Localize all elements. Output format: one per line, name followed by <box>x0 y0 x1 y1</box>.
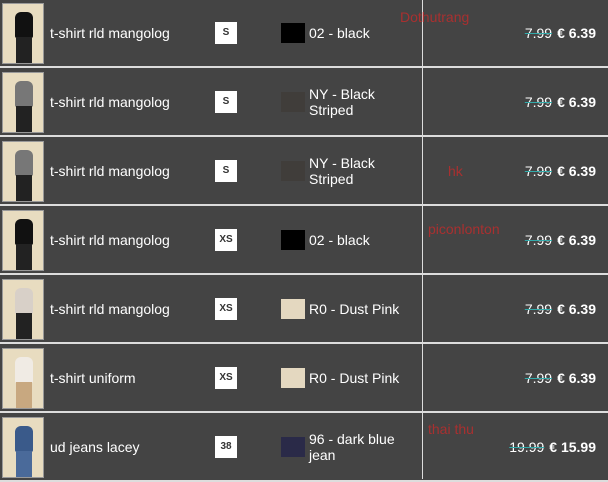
cart-item-row[interactable]: t-shirt rld mangolog S NY - Black Stripe… <box>0 138 608 206</box>
watermark: thai thu <box>428 421 474 437</box>
product-thumbnail[interactable] <box>2 279 44 340</box>
color-swatch <box>281 368 305 388</box>
product-thumbnail[interactable] <box>2 348 44 409</box>
color-label: 02 - black <box>309 25 370 41</box>
product-thumbnail[interactable] <box>2 72 44 133</box>
size-badge: S <box>215 22 237 44</box>
product-thumbnail[interactable] <box>2 210 44 271</box>
color-label: R0 - Dust Pink <box>309 370 400 386</box>
old-price: 7.99 <box>524 94 553 110</box>
product-name[interactable]: t-shirt rld mangolog <box>50 232 170 248</box>
color-label: NY - Black Striped <box>309 155 375 187</box>
product-name[interactable]: t-shirt uniform <box>50 370 136 386</box>
price: 7.99 € 6.39 <box>525 207 596 273</box>
column-divider <box>422 0 423 479</box>
watermark: Dothutrang <box>400 9 470 25</box>
cart-item-row[interactable]: t-shirt rld mangolog S NY - Black Stripe… <box>0 69 608 137</box>
cart-item-row[interactable]: t-shirt rld mangolog XS R0 - Dust Pink 7… <box>0 276 608 344</box>
product-thumbnail[interactable] <box>2 417 44 478</box>
product-name[interactable]: t-shirt rld mangolog <box>50 301 170 317</box>
sale-price: € 6.39 <box>557 163 596 179</box>
size-badge: XS <box>215 367 237 389</box>
product-name[interactable]: t-shirt rld mangolog <box>50 163 170 179</box>
color-swatch <box>281 299 305 319</box>
watermark: hk <box>448 163 463 179</box>
price: 7.99 € 6.39 <box>525 138 596 204</box>
cart-item-row[interactable]: t-shirt uniform XS R0 - Dust Pink 7.99 € … <box>0 345 608 413</box>
product-name[interactable]: t-shirt rld mangolog <box>50 94 170 110</box>
sale-price: € 15.99 <box>549 439 596 455</box>
color-label: R0 - Dust Pink <box>309 301 400 317</box>
old-price: 7.99 <box>524 301 553 317</box>
old-price: 7.99 <box>524 25 553 41</box>
color-swatch <box>281 437 305 457</box>
old-price: 7.99 <box>524 370 553 386</box>
old-price: 7.99 <box>524 163 553 179</box>
price: 19.99 € 15.99 <box>509 414 596 480</box>
product-thumbnail[interactable] <box>2 141 44 202</box>
size-badge: XS <box>215 298 237 320</box>
sale-price: € 6.39 <box>557 25 596 41</box>
price: 7.99 € 6.39 <box>525 69 596 135</box>
price: 7.99 € 6.39 <box>525 276 596 342</box>
product-thumbnail[interactable] <box>2 3 44 64</box>
size-badge: XS <box>215 229 237 251</box>
color-label: 02 - black <box>309 232 370 248</box>
size-badge: S <box>215 160 237 182</box>
color-label: NY - Black Striped <box>309 86 375 118</box>
product-name[interactable]: t-shirt rld mangolog <box>50 25 170 41</box>
old-price: 7.99 <box>524 232 553 248</box>
color-swatch <box>281 161 305 181</box>
sale-price: € 6.39 <box>557 370 596 386</box>
sale-price: € 6.39 <box>557 94 596 110</box>
size-badge: 38 <box>215 436 237 458</box>
watermark: piconlonton <box>428 221 500 237</box>
price: 7.99 € 6.39 <box>525 345 596 411</box>
color-label: 96 - dark blue jean <box>309 431 395 463</box>
color-swatch <box>281 230 305 250</box>
cart-item-row[interactable]: t-shirt rld mangolog XS 02 - black 7.99 €… <box>0 207 608 275</box>
cart-item-row[interactable]: t-shirt rld mangolog S 02 - black 7.99 € … <box>0 0 608 68</box>
color-swatch <box>281 23 305 43</box>
color-swatch <box>281 92 305 112</box>
old-price: 19.99 <box>509 439 545 455</box>
sale-price: € 6.39 <box>557 232 596 248</box>
cart-item-row[interactable]: ud jeans lacey 38 96 - dark blue jean 19… <box>0 414 608 482</box>
sale-price: € 6.39 <box>557 301 596 317</box>
price: 7.99 € 6.39 <box>525 0 596 66</box>
size-badge: S <box>215 91 237 113</box>
product-name[interactable]: ud jeans lacey <box>50 439 140 455</box>
